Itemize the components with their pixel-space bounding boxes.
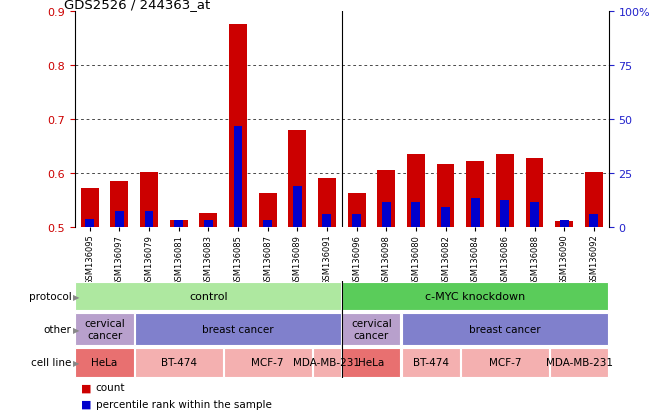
Bar (342, 282, 608, 311)
Text: cervical
cancer: cervical cancer (351, 318, 392, 340)
Text: cervical
cancer: cervical cancer (84, 318, 125, 340)
Bar (407, 154, 425, 227)
Text: breast cancer: breast cancer (202, 324, 274, 335)
Bar (437, 164, 454, 227)
Bar (352, 215, 361, 227)
Bar (461, 348, 549, 377)
Bar (318, 178, 336, 227)
Text: ■: ■ (81, 399, 92, 409)
Text: HeLa: HeLa (91, 357, 118, 368)
Text: MCF-7: MCF-7 (489, 357, 521, 368)
Bar (381, 203, 391, 227)
Bar (378, 171, 395, 227)
Bar (199, 213, 217, 227)
Text: count: count (96, 382, 125, 392)
Text: cell line: cell line (31, 357, 72, 368)
Text: BT-474: BT-474 (161, 357, 197, 368)
Bar (441, 207, 450, 227)
Text: other: other (44, 324, 72, 335)
Text: MDA-MB-231: MDA-MB-231 (294, 357, 361, 368)
Bar (525, 159, 544, 227)
Text: BT-474: BT-474 (413, 357, 449, 368)
Bar (312, 348, 341, 377)
Bar (170, 220, 187, 227)
Bar (145, 211, 154, 227)
Bar (411, 203, 421, 227)
Text: MCF-7: MCF-7 (251, 357, 284, 368)
Bar (471, 199, 480, 227)
Bar (555, 221, 573, 227)
Bar (204, 220, 213, 227)
Text: c-MYC knockdown: c-MYC knockdown (425, 291, 525, 301)
Bar (348, 194, 365, 227)
Text: HeLa: HeLa (358, 357, 385, 368)
Text: GDS2526 / 244363_at: GDS2526 / 244363_at (64, 0, 210, 11)
Bar (496, 154, 514, 227)
Bar (402, 313, 608, 346)
Bar (402, 348, 460, 377)
Bar (85, 219, 94, 227)
Bar (76, 282, 341, 311)
Bar (135, 313, 341, 346)
Text: percentile rank within the sample: percentile rank within the sample (96, 399, 271, 409)
Text: control: control (189, 291, 228, 301)
Bar (501, 201, 509, 227)
Bar (466, 161, 484, 227)
Text: ■: ■ (81, 382, 92, 392)
Bar (135, 348, 223, 377)
Bar (530, 203, 539, 227)
Bar (258, 194, 277, 227)
Bar (111, 182, 128, 227)
Bar (174, 220, 183, 227)
Bar (140, 173, 158, 227)
Bar (293, 187, 301, 227)
Text: protocol: protocol (29, 291, 72, 301)
Bar (234, 126, 242, 227)
Bar (560, 220, 568, 227)
Bar (81, 188, 98, 227)
Text: ▶: ▶ (73, 358, 79, 367)
Bar (115, 211, 124, 227)
Bar (322, 215, 331, 227)
Text: breast cancer: breast cancer (469, 324, 541, 335)
Bar (550, 348, 608, 377)
Text: MDA-MB-231: MDA-MB-231 (546, 357, 613, 368)
Bar (585, 173, 603, 227)
Text: ▶: ▶ (73, 292, 79, 301)
Bar (589, 215, 598, 227)
Bar (342, 313, 400, 346)
Bar (224, 348, 312, 377)
Bar (229, 25, 247, 227)
Bar (342, 348, 400, 377)
Bar (288, 131, 306, 227)
Bar (76, 348, 133, 377)
Text: ▶: ▶ (73, 325, 79, 334)
Bar (76, 313, 133, 346)
Bar (263, 220, 272, 227)
